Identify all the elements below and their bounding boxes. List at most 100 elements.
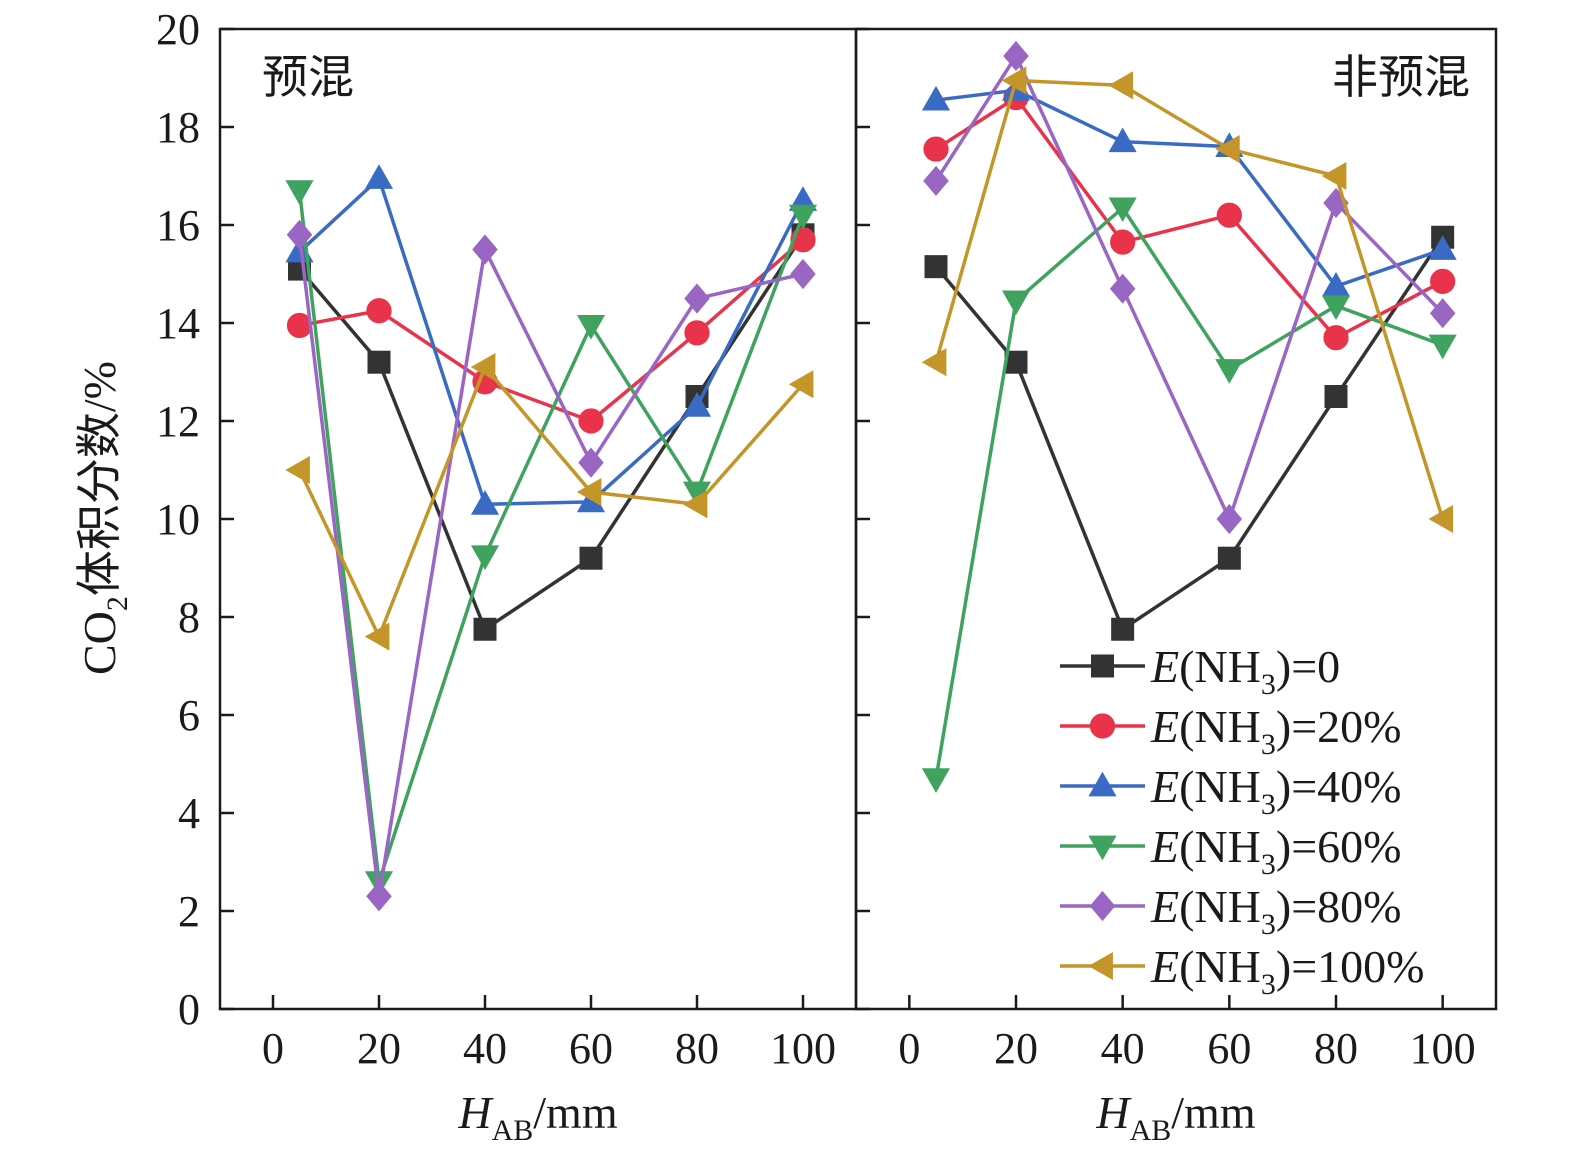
data-point <box>366 298 392 324</box>
legend-label: E(NH3)=100% <box>1150 941 1424 1001</box>
data-point <box>684 283 710 314</box>
x-tick-label: 60 <box>569 1024 613 1073</box>
axis-ticks: 0 2 4 6 8 10 12 14 16 18 20 0 20 40 60 80 100 0 20 40 60 80 10… <box>156 5 1476 1073</box>
series-line <box>934 236 1445 632</box>
series-line <box>298 175 805 507</box>
data-point <box>684 320 710 346</box>
data-point <box>364 164 394 189</box>
series-layer <box>285 40 1457 912</box>
data-point <box>1216 202 1242 228</box>
x-tick-label: 0 <box>898 1024 920 1073</box>
data-point <box>1428 334 1457 360</box>
legend-marker <box>1089 713 1116 739</box>
y-tick-label: 0 <box>178 985 200 1034</box>
x-tick-label: 0 <box>262 1024 284 1073</box>
x-tick-label: 40 <box>1101 1024 1145 1073</box>
data-point <box>790 258 816 290</box>
series-line <box>297 190 805 883</box>
series-premixed-0 <box>288 223 815 641</box>
series-premixed-5 <box>285 353 814 651</box>
data-point <box>367 350 391 374</box>
legend-entry: E(NH3)=40% <box>1060 761 1401 821</box>
y-tick-label: 18 <box>156 103 200 152</box>
series-line <box>297 363 805 641</box>
legend-marker <box>1091 654 1114 678</box>
y-tick-label: 20 <box>156 5 200 54</box>
legend-label: E(NH3)=80% <box>1150 881 1401 941</box>
data-point <box>923 136 949 162</box>
data-point <box>1215 134 1240 164</box>
data-point <box>788 204 818 230</box>
data-point <box>921 348 947 377</box>
series-line <box>934 205 1444 779</box>
series-line <box>298 233 805 632</box>
data-point <box>1215 359 1244 384</box>
data-point <box>1323 325 1349 351</box>
data-point <box>788 370 814 399</box>
legend: E(NH3)=0E(NH3)=20%E(NH3)=40%E(NH3)=60%E(… <box>1060 641 1424 1001</box>
data-point <box>473 617 497 641</box>
series-line <box>299 238 805 423</box>
y-tick-label: 12 <box>156 397 200 446</box>
data-point <box>1428 504 1454 534</box>
y-tick-label: 14 <box>156 299 200 348</box>
series-line <box>935 95 1444 340</box>
legend-marker <box>1088 771 1117 797</box>
data-point <box>924 255 948 279</box>
y-tick-label: 2 <box>178 887 200 936</box>
data-point <box>1321 295 1351 321</box>
series-line <box>934 52 1444 524</box>
x-axis-title-right: HAB/mm <box>1095 1087 1255 1147</box>
legend-label: E(NH3)=40% <box>1150 761 1401 821</box>
data-point <box>364 622 390 651</box>
data-point <box>576 315 606 340</box>
legend-marker <box>1089 890 1116 922</box>
y-tick-label: 6 <box>178 691 200 740</box>
data-point <box>285 180 314 205</box>
legend-marker <box>1088 835 1117 861</box>
right-panel-label: 非预混 <box>1332 50 1470 104</box>
data-point <box>470 545 500 570</box>
x-tick-label: 100 <box>770 1024 836 1073</box>
data-point <box>1111 617 1135 641</box>
data-point <box>1324 385 1348 408</box>
series-nonpremixed-2 <box>921 76 1457 297</box>
legend-entry: E(NH3)=20% <box>1060 701 1401 761</box>
data-point <box>921 768 951 793</box>
series-line <box>935 88 1444 289</box>
svg-text:CO2体积分数/%: CO2体积分数/% <box>74 361 134 675</box>
x-tick-label: 60 <box>1207 1024 1251 1073</box>
data-point <box>1001 290 1031 316</box>
data-point <box>1001 66 1027 95</box>
x-tick-label: 80 <box>1314 1024 1358 1073</box>
series-line <box>934 78 1445 520</box>
data-point <box>366 881 392 912</box>
legend-label: E(NH3)=20% <box>1150 701 1401 761</box>
data-point <box>1430 268 1456 294</box>
data-point <box>578 408 604 434</box>
data-point <box>576 477 602 507</box>
series-nonpremixed-0 <box>924 225 1455 641</box>
data-point <box>472 234 498 265</box>
data-point <box>921 85 951 111</box>
data-point <box>1109 273 1136 304</box>
data-point <box>1110 229 1136 255</box>
data-point <box>1108 127 1137 153</box>
legend-entry: E(NH3)=80% <box>1060 881 1401 941</box>
y-tick-label: 16 <box>156 201 200 250</box>
series-nonpremixed-5 <box>921 66 1454 534</box>
data-point <box>682 490 708 519</box>
data-point <box>285 455 310 485</box>
data-point <box>682 392 712 417</box>
data-point <box>1321 161 1347 191</box>
legend-entry: E(NH3)=0 <box>1060 641 1340 701</box>
data-point <box>1217 546 1241 570</box>
series-nonpremixed-3 <box>921 197 1457 793</box>
series-premixed-2 <box>285 164 818 515</box>
x-tick-label: 40 <box>463 1024 507 1073</box>
series-nonpremixed-4 <box>923 40 1456 535</box>
legend-marker <box>1088 951 1113 981</box>
x-axis-title-left: HAB/mm <box>457 1087 617 1147</box>
data-point <box>1108 71 1134 100</box>
